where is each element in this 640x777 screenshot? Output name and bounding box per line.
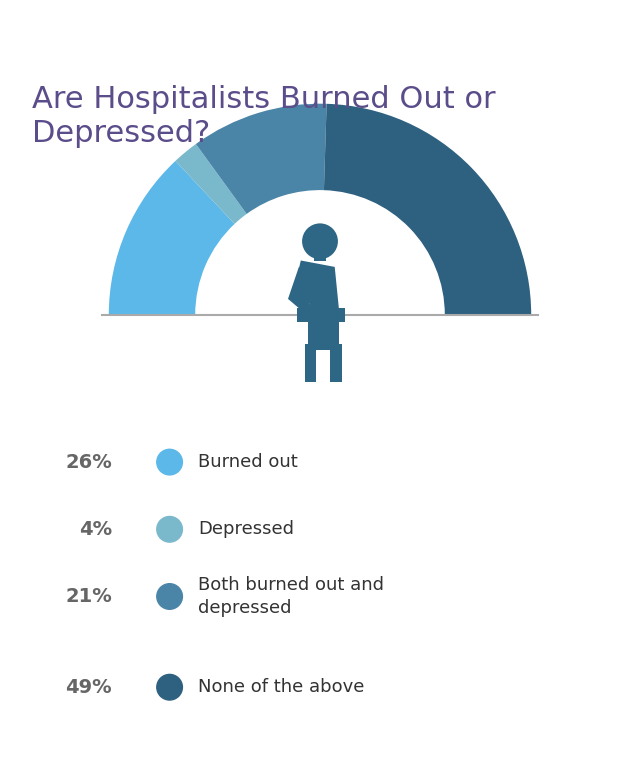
- Text: 49%: 49%: [65, 678, 112, 697]
- Bar: [297, 308, 345, 322]
- Bar: [314, 242, 326, 260]
- Text: Both burned out and
depressed: Both burned out and depressed: [198, 576, 385, 617]
- Wedge shape: [109, 161, 235, 315]
- Circle shape: [302, 223, 338, 260]
- Bar: [305, 343, 316, 382]
- Polygon shape: [296, 260, 339, 312]
- Wedge shape: [196, 103, 326, 214]
- Wedge shape: [324, 104, 531, 315]
- Text: None of the above: None of the above: [198, 678, 365, 696]
- Polygon shape: [288, 267, 317, 312]
- Bar: [330, 343, 342, 382]
- Circle shape: [157, 449, 182, 475]
- Wedge shape: [175, 144, 246, 224]
- Text: Are Hospitalists Burned Out or
Depressed?: Are Hospitalists Burned Out or Depressed…: [32, 85, 495, 148]
- Text: Depressed: Depressed: [198, 521, 294, 538]
- Text: 4%: 4%: [79, 520, 112, 538]
- Bar: [308, 315, 339, 350]
- Text: Burned out: Burned out: [198, 453, 298, 471]
- Text: 26%: 26%: [65, 452, 112, 472]
- Circle shape: [157, 517, 182, 542]
- Circle shape: [157, 584, 182, 609]
- Circle shape: [157, 674, 182, 700]
- Text: 21%: 21%: [65, 587, 112, 606]
